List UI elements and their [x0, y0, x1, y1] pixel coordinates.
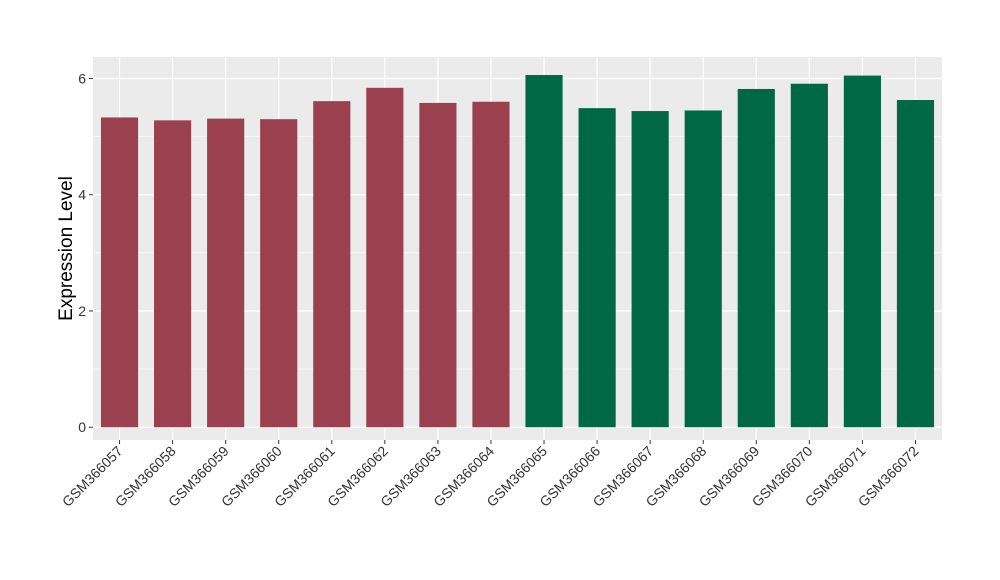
bar-GSM366068 [684, 110, 722, 428]
bar-GSM366058 [154, 120, 192, 428]
bar-GSM366061 [313, 101, 351, 428]
bar-GSM366067 [631, 111, 669, 428]
bar-GSM366070 [790, 83, 828, 428]
bar-GSM366066 [578, 108, 616, 428]
y-axis-title: Expression Level [56, 176, 77, 321]
bar-GSM366064 [472, 101, 510, 428]
y-tick-label: 6 [78, 71, 86, 87]
bar-GSM366072 [896, 100, 935, 428]
y-tick-label: 0 [78, 419, 86, 435]
bars [100, 75, 935, 428]
bar-GSM366060 [260, 119, 298, 428]
y-axis: 0 2 4 6 [78, 71, 93, 435]
bar-GSM366071 [843, 75, 881, 428]
bar-GSM366069 [737, 88, 775, 428]
bar-GSM366063 [419, 102, 457, 428]
bar-GSM366065 [525, 75, 563, 428]
bar-GSM366057 [100, 117, 139, 428]
x-axis: GSM366057GSM366058GSM366059GSM366060GSM3… [59, 440, 922, 510]
y-tick-label: 2 [78, 303, 86, 319]
bar-GSM366062 [366, 87, 404, 428]
y-tick-label: 4 [78, 187, 86, 203]
bar-GSM366059 [207, 118, 245, 428]
